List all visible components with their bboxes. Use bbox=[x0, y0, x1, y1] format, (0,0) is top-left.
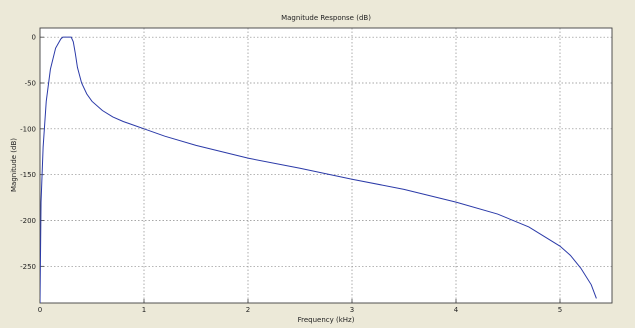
y-tick-label: -100 bbox=[20, 125, 36, 133]
y-tick-label: -250 bbox=[20, 263, 36, 271]
y-tick-label: -50 bbox=[25, 80, 36, 88]
x-tick-label: 4 bbox=[454, 306, 459, 314]
y-tick-label: 0 bbox=[32, 34, 36, 42]
y-tick-label: -150 bbox=[20, 171, 36, 179]
chart-title: Magnitude Response (dB) bbox=[281, 14, 371, 22]
plot-frame bbox=[39, 27, 613, 304]
data-series bbox=[40, 36, 597, 303]
grid-lines bbox=[40, 28, 612, 303]
x-tick-label: 0 bbox=[38, 306, 42, 314]
y-axis-label: Magnitude (dB) bbox=[10, 138, 18, 192]
y-tick-label: -200 bbox=[20, 217, 36, 225]
plot-area[interactable] bbox=[40, 28, 612, 303]
x-tick-label: 1 bbox=[142, 306, 146, 314]
x-tick-label: 3 bbox=[350, 306, 354, 314]
x-tick-label: 5 bbox=[558, 306, 562, 314]
x-tick-label: 2 bbox=[246, 306, 250, 314]
magnitude-response-line bbox=[40, 36, 597, 303]
x-axis-label: Frequency (kHz) bbox=[298, 316, 355, 324]
tick-labels: 0 1 2 3 4 5 0 -50 -100 -150 -200 -250 bbox=[20, 34, 562, 314]
